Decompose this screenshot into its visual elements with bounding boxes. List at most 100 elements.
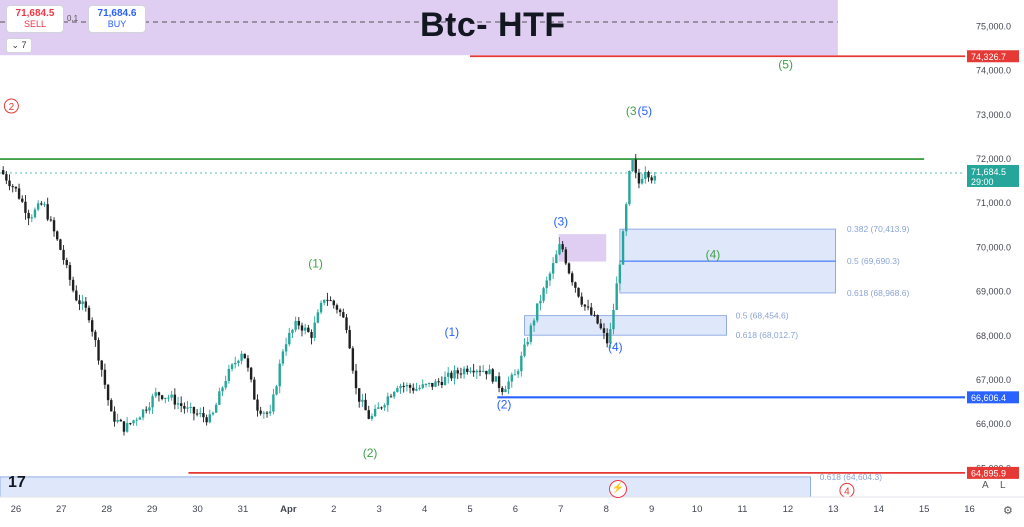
candle-body-18: [59, 239, 62, 250]
candle-body-195: [621, 231, 625, 265]
candle-body-16: [52, 220, 56, 232]
candle-body-37: [119, 419, 122, 422]
wave-label-7: (1): [445, 325, 460, 339]
buy-price: 71,684.6: [97, 8, 137, 19]
candle-body-129: [412, 387, 415, 391]
settings-icon[interactable]: ⚙: [1003, 505, 1013, 517]
x-tick-7: 2: [331, 504, 336, 515]
x-tick-0: 26: [11, 504, 22, 515]
candle-body-120: [383, 405, 386, 408]
log-scale-button[interactable]: L: [1000, 480, 1006, 491]
candle-body-155: [494, 376, 498, 382]
candle-body-55: [176, 403, 180, 405]
candle-body-46: [148, 407, 151, 411]
buy-button[interactable]: 71,684.6 BUY: [88, 5, 146, 33]
wave-label-5: (4): [608, 340, 623, 354]
chart-title: Btc- HTF: [420, 6, 566, 44]
candle-body-182: [580, 296, 583, 305]
countdown-label: 29:00: [971, 177, 994, 187]
candle-body-40: [129, 423, 132, 425]
x-tick-5: 31: [238, 504, 249, 515]
indicator-collapse-button[interactable]: ⌄ 7: [6, 38, 32, 53]
wave-label-6: (1): [308, 256, 323, 270]
candle-body-85: [272, 394, 275, 412]
candle-body-22: [71, 279, 75, 291]
candle-body-180: [574, 282, 577, 288]
candle-body-142: [453, 370, 456, 379]
candle-body-188: [599, 323, 602, 329]
candle-body-26: [84, 301, 88, 308]
y-tick-0: 75,000.0: [976, 22, 1011, 32]
candle-body-79: [253, 379, 256, 400]
candle-body-171: [545, 280, 548, 289]
tradingview-logo-icon[interactable]: 17: [8, 474, 26, 491]
candle-body-94: [300, 325, 304, 331]
candle-body-84: [269, 411, 272, 414]
x-tick-11: 6: [513, 504, 518, 515]
candle-body-4: [14, 186, 18, 189]
candle-body-61: [195, 413, 199, 415]
candle-body-131: [418, 387, 421, 389]
candle-body-54: [173, 394, 177, 405]
candle-body-3: [11, 186, 14, 188]
candle-body-123: [392, 391, 396, 397]
candle-body-204: [650, 177, 653, 181]
candle-body-110: [351, 348, 355, 371]
candle-body-205: [653, 175, 657, 181]
candle-body-184: [586, 306, 590, 308]
wave-label-9: (2): [363, 446, 378, 460]
candle-body-170: [542, 288, 545, 301]
candle-body-151: [481, 370, 485, 372]
candle-body-173: [551, 263, 555, 274]
candle-body-82: [262, 412, 266, 414]
candle-body-44: [141, 409, 145, 418]
x-tick-4: 30: [192, 504, 203, 515]
candle-body-11: [36, 203, 40, 210]
x-tick-2: 28: [101, 504, 112, 515]
candle-body-60: [192, 406, 196, 414]
price-badge-2: [967, 466, 1019, 479]
candle-body-97: [310, 332, 313, 338]
y-tick-6: 69,000.0: [976, 287, 1011, 297]
x-tick-20: 15: [919, 504, 930, 515]
candle-body-112: [358, 388, 361, 402]
flag-icon[interactable]: ⚡: [609, 480, 627, 498]
candle-body-148: [472, 370, 475, 373]
candle-body-42: [135, 419, 138, 421]
candle-body-119: [380, 407, 383, 409]
candle-body-103: [329, 300, 332, 302]
candle-body-179: [570, 273, 574, 283]
candle-body-65: [208, 414, 212, 423]
candle-body-186: [593, 314, 596, 316]
candle-body-147: [469, 370, 472, 372]
x-tick-16: 11: [738, 504, 748, 515]
candle-body-25: [81, 301, 84, 305]
candle-body-145: [462, 368, 466, 375]
candle-body-17: [56, 231, 59, 240]
auto-scale-button[interactable]: A: [982, 480, 989, 491]
candle-body-113: [361, 399, 364, 402]
candle-body-32: [103, 369, 107, 385]
fib-label-0: 0.382 (70,413.9): [847, 224, 910, 234]
wave-label-1: (3: [626, 104, 637, 118]
x-tick-18: 13: [828, 504, 839, 515]
candle-body-41: [132, 420, 135, 424]
sell-button[interactable]: 71,684.5 SELL: [6, 5, 64, 33]
candle-body-93: [297, 320, 301, 326]
candle-body-198: [631, 159, 634, 172]
candle-body-203: [647, 172, 650, 178]
time-axis: [0, 497, 1024, 522]
candle-body-104: [332, 300, 335, 306]
candle-body-68: [218, 391, 221, 405]
candle-body-62: [199, 413, 202, 415]
candle-body-167: [532, 320, 536, 326]
current-price-label: 71,684.5: [971, 167, 1006, 177]
candle-body-153: [488, 369, 491, 375]
fib-label-3: 0.5 (68,454.6): [736, 311, 789, 321]
candle-body-141: [450, 372, 453, 379]
spread-value: 0.1: [67, 14, 79, 23]
candle-body-134: [427, 382, 431, 385]
candle-body-88: [281, 351, 285, 364]
